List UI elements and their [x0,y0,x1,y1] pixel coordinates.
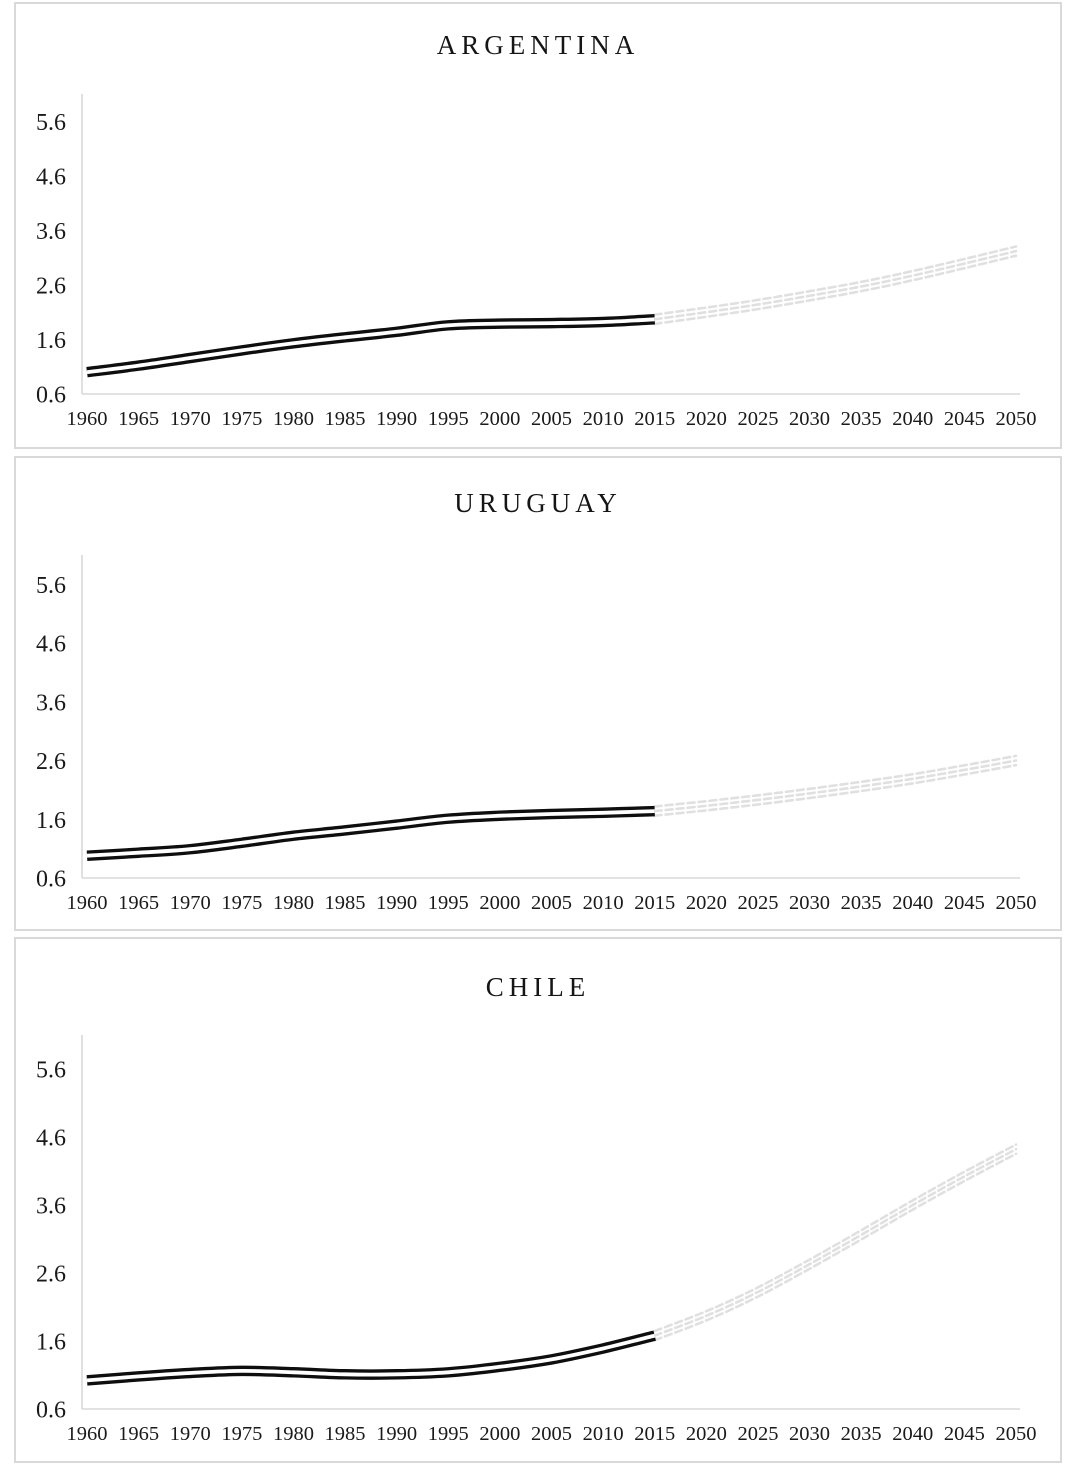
y-axis-tick-label: 2.6 [36,273,66,299]
y-axis-tick-label: 4.6 [36,632,66,658]
historical-line-gap [86,809,655,858]
x-axis-tick-label: 1960 [67,892,108,914]
x-axis-tick-label: 1975 [221,1423,262,1445]
x-axis-tick-label: 1965 [118,408,159,430]
y-axis-tick-label: 3.6 [36,690,66,716]
x-axis-tick-label: 1985 [325,408,366,430]
x-axis-tick-label: 2000 [479,892,520,914]
x-axis-tick-label: 1970 [170,1423,211,1445]
x-axis-tick-label: 1995 [428,892,469,914]
projection-line [653,763,1018,817]
chile-line-chart: 0.6 1.6 2.6 3.6 4.6 5.6 1960 1965 1970 1975 1980 19… [36,1035,1037,1445]
y-axis-tick-label: 5.6 [36,573,66,599]
x-axis-tick-label: 1990 [376,1423,417,1445]
x-axis-tick-label: 2005 [531,408,572,430]
y-axis-tick-label: 0.6 [36,867,66,893]
x-axis-tick-label: 2005 [531,892,572,914]
x-axis-tick-label: 2000 [479,408,520,430]
chart-title: URUGUAY [454,488,622,518]
projection-line [653,1147,1018,1337]
x-axis-tick-label: 2045 [944,1423,985,1445]
x-axis-tick-label: 1990 [376,892,417,914]
x-axis-tick-label: 2040 [892,408,933,430]
x-axis-tick-label: 2040 [892,892,933,914]
x-axis-tick-label: 2015 [634,1423,675,1445]
projection-line [653,249,1018,321]
x-axis-tick-label: 1965 [118,892,159,914]
x-axis-tick-label: 2050 [996,892,1037,914]
y-axis-tick-label: 0.6 [36,383,66,409]
uruguay-line-chart: 0.6 1.6 2.6 3.6 4.6 5.6 1960 1965 1970 1975 1980 19… [36,555,1037,914]
y-axis-tick-label: 0.6 [36,1398,66,1424]
x-axis-tick-label: 1990 [376,408,417,430]
x-axis-tick-label: 2015 [634,892,675,914]
x-axis-tick-label: 2015 [634,408,675,430]
x-axis-tick-label: 1975 [221,408,262,430]
projection-line [653,254,1018,326]
historical-line-gap [86,1333,656,1383]
x-axis-tick-label: 1980 [273,892,314,914]
x-axis-tick-label: 2030 [789,892,830,914]
x-axis-tick-label: 2020 [686,408,727,430]
x-axis-tick-label: 1985 [325,1423,366,1445]
x-axis-tick-label: 2030 [789,408,830,430]
x-axis-tick-label: 2025 [737,408,778,430]
x-axis-tick-label: 2050 [996,1423,1037,1445]
y-axis-tick-label: 2.6 [36,749,66,775]
x-axis-tick-label: 2045 [944,408,985,430]
y-axis-tick-label: 1.6 [36,808,66,834]
x-axis-tick-label: 2035 [841,892,882,914]
x-axis-tick-label: 1960 [67,408,108,430]
y-axis-tick-label: 3.6 [36,1194,66,1220]
y-axis-tick-label: 2.6 [36,1262,66,1288]
y-axis-tick-label: 1.6 [36,1330,66,1356]
x-axis-tick-label: 1965 [118,1423,159,1445]
projection-line [653,1152,1018,1342]
projection-line [653,1143,1018,1333]
y-axis-tick-label: 3.6 [36,219,66,245]
chart-panel-chile: CHILE 0.6 1.6 2.6 3.6 4.6 5.6 1960 1965 1970 1975… [14,937,1062,1463]
x-axis-tick-label: 2000 [479,1423,520,1445]
x-axis-tick-label: 2045 [944,892,985,914]
chart-title: ARGENTINA [436,30,640,60]
x-axis-tick-label: 2020 [686,892,727,914]
y-axis-tick-label: 4.6 [36,1126,66,1152]
x-axis-tick-label: 2010 [583,892,624,914]
x-axis-tick-label: 1980 [273,408,314,430]
chart-panel-argentina: ARGENTINA 0.6 1.6 2.6 3.6 4.6 5.6 1960 1965 1970… [14,2,1062,449]
x-axis-tick-label: 2035 [841,408,882,430]
x-axis-tick-label: 2035 [841,1423,882,1445]
x-axis-tick-label: 1980 [273,1423,314,1445]
x-axis-tick-label: 1995 [428,408,469,430]
projection-line [653,245,1018,316]
projection-line [653,754,1018,808]
y-axis-tick-label: 5.6 [36,1058,66,1084]
x-axis-tick-label: 2020 [686,1423,727,1445]
chart-panel-uruguay: URUGUAY 0.6 1.6 2.6 3.6 4.6 5.6 1960 1965 1970 19… [14,456,1062,931]
chart-title: CHILE [485,972,591,1002]
x-axis-tick-label: 1960 [67,1423,108,1445]
historical-line [86,314,655,378]
y-axis-tick-label: 1.6 [36,328,66,354]
x-axis-tick-label: 2025 [737,892,778,914]
x-axis-tick-label: 2040 [892,1423,933,1445]
x-axis-tick-label: 2050 [996,408,1037,430]
x-axis-tick-label: 1975 [221,892,262,914]
x-axis-tick-label: 2005 [531,1423,572,1445]
x-axis-tick-label: 2010 [583,1423,624,1445]
x-axis-tick-label: 1970 [170,408,211,430]
x-axis-tick-label: 2030 [789,1423,830,1445]
x-axis-tick-label: 2025 [737,1423,778,1445]
x-axis-tick-label: 1995 [428,1423,469,1445]
x-axis-tick-label: 2010 [583,408,624,430]
historical-line-gap [86,317,655,375]
projection-line [653,759,1018,813]
x-axis-tick-label: 1985 [325,892,366,914]
x-axis-tick-label: 1970 [170,892,211,914]
argentina-line-chart: 0.6 1.6 2.6 3.6 4.6 5.6 1960 1965 1970 1975 1980 19… [36,94,1037,430]
y-axis-tick-label: 5.6 [36,110,66,136]
y-axis-tick-label: 4.6 [36,164,66,190]
